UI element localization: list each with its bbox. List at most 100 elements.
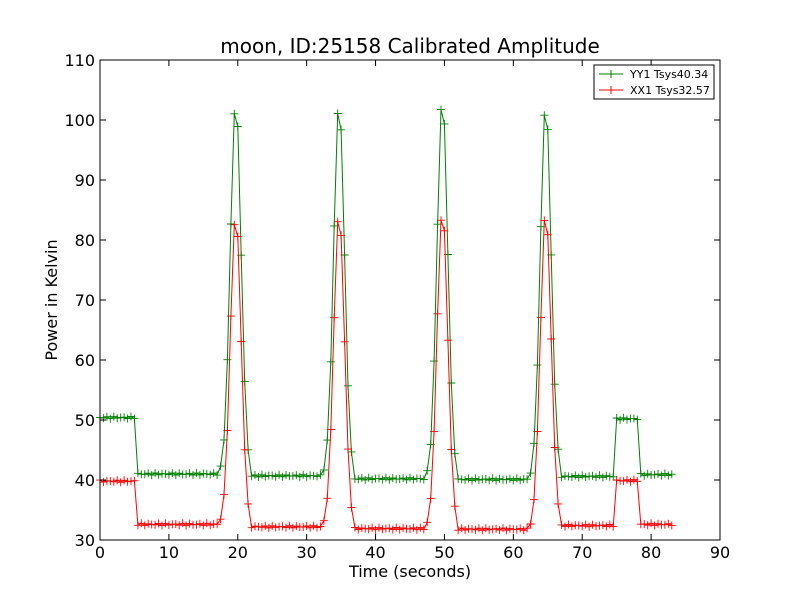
data-point-marker xyxy=(450,502,459,511)
data-point-marker xyxy=(120,476,129,485)
data-point-marker xyxy=(330,221,339,230)
data-point-marker xyxy=(388,474,397,482)
data-point-marker xyxy=(264,523,273,532)
data-point-marker xyxy=(581,520,590,529)
data-point-marker xyxy=(195,470,204,479)
data-point-marker xyxy=(457,524,466,533)
data-point-marker xyxy=(550,380,559,389)
data-point-marker xyxy=(647,519,656,528)
data-point-marker xyxy=(495,474,504,483)
data-point-marker xyxy=(333,217,342,226)
data-point-marker xyxy=(233,122,242,131)
data-point-marker xyxy=(171,471,180,480)
data-point-marker xyxy=(554,445,563,454)
data-point-marker xyxy=(282,523,290,532)
data-point-marker xyxy=(154,519,163,528)
data-point-marker xyxy=(654,519,662,528)
data-point-marker xyxy=(182,521,191,530)
plot-area xyxy=(100,60,720,540)
data-point-marker xyxy=(123,414,132,423)
data-point-marker xyxy=(230,220,239,229)
data-point-marker xyxy=(667,521,676,530)
data-point-marker xyxy=(223,426,232,435)
data-point-marker xyxy=(168,469,177,477)
legend-box xyxy=(593,64,715,100)
data-point-marker xyxy=(161,469,170,478)
data-point-marker xyxy=(326,357,335,366)
data-point-marker xyxy=(488,525,497,534)
data-point-marker xyxy=(106,414,115,423)
data-point-marker xyxy=(633,415,642,424)
data-point-marker xyxy=(319,465,328,474)
data-point-marker xyxy=(485,476,494,485)
x-tick-label: 40 xyxy=(365,543,385,562)
data-point-marker xyxy=(195,519,204,528)
data-point-marker xyxy=(337,231,346,240)
data-point-marker xyxy=(230,109,239,118)
data-point-marker xyxy=(240,445,249,454)
y-tick-label: 100 xyxy=(64,111,95,130)
series-layer xyxy=(96,105,676,535)
x-tick-label: 10 xyxy=(159,543,179,562)
data-point-marker xyxy=(461,475,470,484)
data-point-marker xyxy=(502,526,511,535)
data-point-marker xyxy=(605,520,614,529)
data-point-marker xyxy=(354,525,363,534)
data-point-marker xyxy=(271,472,280,481)
data-point-marker xyxy=(598,521,607,530)
data-point-marker xyxy=(319,516,328,525)
data-point-marker xyxy=(564,472,573,481)
data-point-marker xyxy=(288,472,297,480)
data-point-marker xyxy=(633,477,642,486)
data-point-marker xyxy=(247,472,256,481)
data-point-marker xyxy=(213,471,222,480)
data-point-marker xyxy=(178,519,187,528)
data-point-marker xyxy=(567,473,576,481)
legend: YY1 Tsys40.34 XX1 Tsys32.57 xyxy=(593,64,715,100)
data-point-marker xyxy=(368,523,377,532)
data-point-marker xyxy=(643,521,652,530)
data-point-marker xyxy=(574,521,583,530)
data-point-marker xyxy=(116,478,125,487)
data-point-marker xyxy=(354,475,363,484)
data-point-marker xyxy=(206,470,215,479)
y-tick-label: 70 xyxy=(75,291,95,310)
data-point-marker xyxy=(430,427,439,436)
data-point-marker xyxy=(447,445,456,454)
data-point-marker xyxy=(392,523,401,532)
data-point-marker xyxy=(592,522,600,531)
data-point-marker xyxy=(416,523,425,532)
data-point-marker xyxy=(357,524,366,533)
data-point-marker xyxy=(440,119,449,128)
data-point-marker xyxy=(616,415,625,424)
data-point-marker xyxy=(409,523,418,532)
data-point-marker xyxy=(361,524,370,533)
data-point-marker xyxy=(426,494,435,503)
data-point-marker xyxy=(151,469,160,477)
data-point-marker xyxy=(175,521,184,530)
data-point-marker xyxy=(182,470,191,479)
data-point-marker xyxy=(323,494,332,503)
data-point-marker xyxy=(257,523,266,532)
data-point-marker xyxy=(402,475,411,484)
data-point-marker xyxy=(612,414,621,422)
data-point-marker xyxy=(543,230,552,239)
data-point-marker xyxy=(161,519,170,528)
data-point-marker xyxy=(99,414,108,423)
data-point-marker xyxy=(282,471,290,479)
data-point-marker xyxy=(433,220,442,229)
data-point-marker xyxy=(268,471,277,480)
chart-title: moon, ID:25158 Calibrated Amplitude xyxy=(220,34,600,58)
data-point-marker xyxy=(388,525,397,534)
data-point-marker xyxy=(127,477,135,486)
data-point-marker xyxy=(381,473,390,482)
data-point-marker xyxy=(292,471,301,480)
y-axis-label: Power in Kelvin xyxy=(42,239,61,360)
data-point-marker xyxy=(406,525,414,533)
data-point-marker xyxy=(144,469,153,478)
data-point-marker xyxy=(140,521,149,530)
data-point-marker xyxy=(140,470,149,479)
legend-label-yy1: YY1 Tsys40.34 xyxy=(629,68,708,81)
data-point-marker xyxy=(295,472,304,481)
